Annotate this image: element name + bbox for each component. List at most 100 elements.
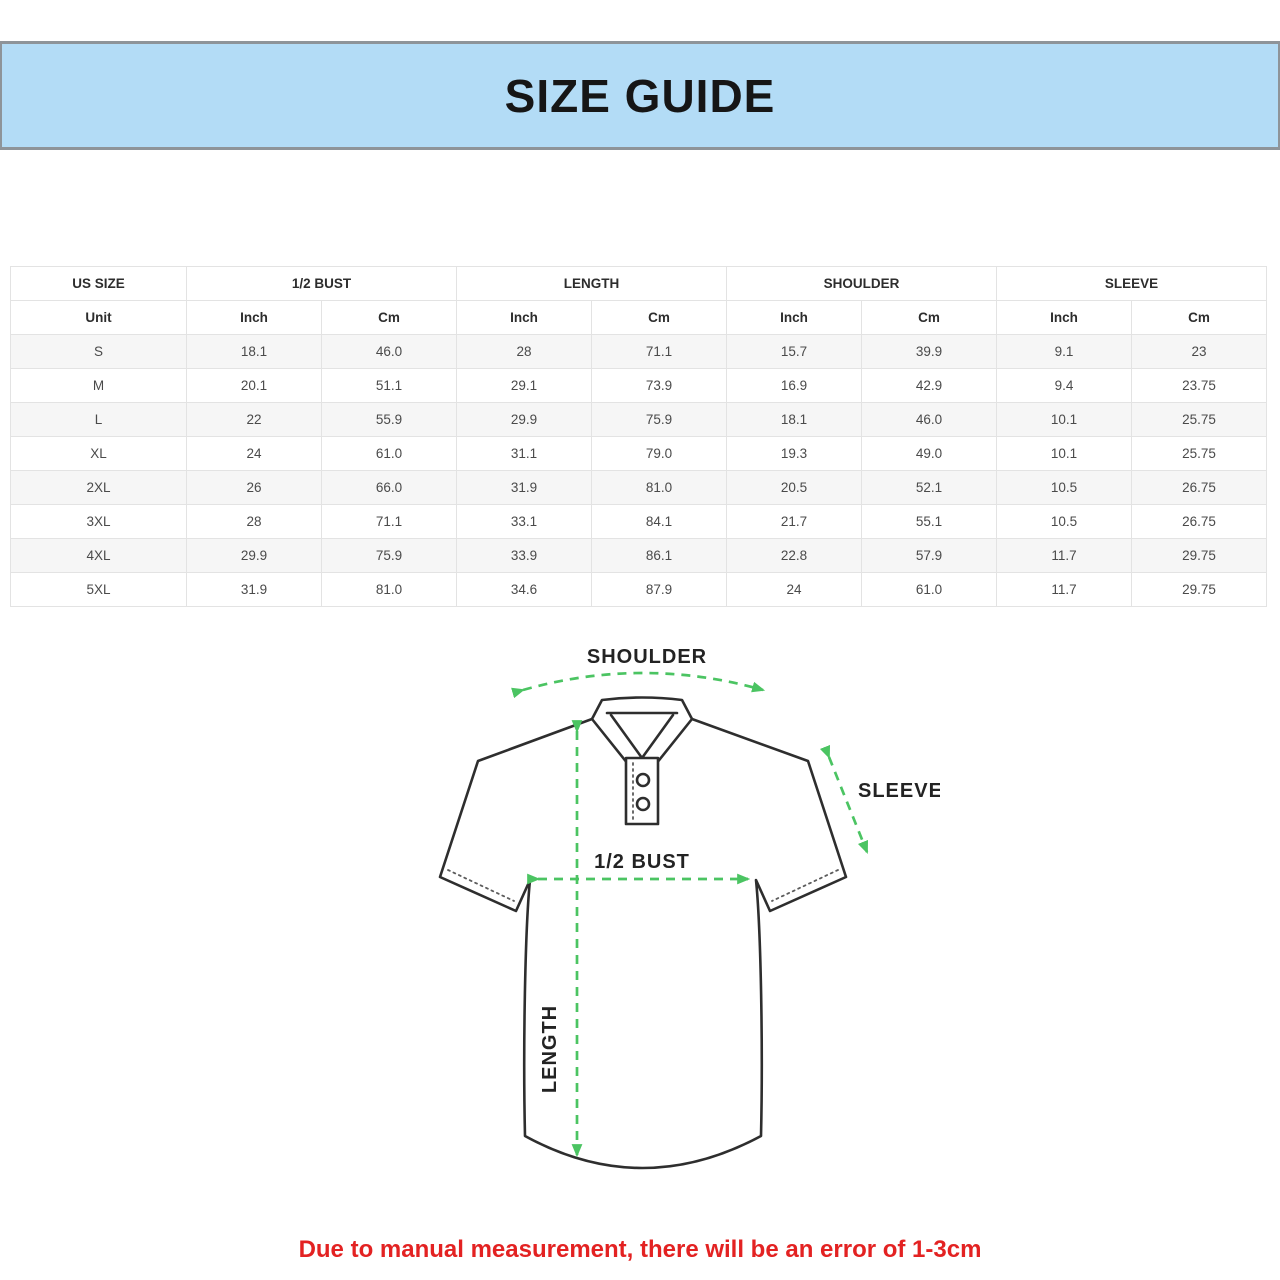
table-cell: 29.75 xyxy=(1131,572,1267,607)
table-cell: 23.75 xyxy=(1131,368,1267,403)
table-unit-header: Cm xyxy=(1131,300,1267,335)
table-cell: 46.0 xyxy=(861,402,997,437)
table-unit-header: Inch xyxy=(726,300,862,335)
table-cell: 34.6 xyxy=(456,572,592,607)
table-row: 2XL 26 66.0 31.9 81.0 20.5 52.1 10.5 26.75 xyxy=(10,470,1267,505)
length-label: LENGTH xyxy=(539,1005,561,1093)
table-cell: 61.0 xyxy=(321,436,457,471)
table-cell: 10.1 xyxy=(996,402,1132,437)
table-cell: 10.5 xyxy=(996,504,1132,539)
shirt-outline xyxy=(438,717,848,1170)
table-cell: 10.1 xyxy=(996,436,1132,471)
table-cell: L xyxy=(10,402,187,437)
table-cell: 11.7 xyxy=(996,572,1132,607)
table-cell: 20.5 xyxy=(726,470,862,505)
table-cell: 87.9 xyxy=(591,572,727,607)
table-cell: 22.8 xyxy=(726,538,862,573)
table-unit-header: Unit xyxy=(10,300,187,335)
table-group-header: SLEEVE xyxy=(996,266,1267,301)
table-cell: 33.1 xyxy=(456,504,592,539)
table-cell: 73.9 xyxy=(591,368,727,403)
table-cell: 29.9 xyxy=(456,402,592,437)
half-bust-label: 1/2 BUST xyxy=(594,851,690,873)
table-cell: 3XL xyxy=(10,504,187,539)
table-unit-header: Inch xyxy=(186,300,322,335)
table-cell: 21.7 xyxy=(726,504,862,539)
table-cell: 26 xyxy=(186,470,322,505)
size-table-head: US SIZE 1/2 BUST LENGTH SHOULDER SLEEVE Unit I… xyxy=(10,266,1267,335)
table-group-header: SHOULDER xyxy=(726,266,997,301)
sleeve-arrow xyxy=(819,744,869,855)
table-cell: 81.0 xyxy=(591,470,727,505)
table-cell: 29.75 xyxy=(1131,538,1267,573)
table-cell: 61.0 xyxy=(861,572,997,607)
table-cell: 42.9 xyxy=(861,368,997,403)
table-cell: 24 xyxy=(726,572,862,607)
table-cell: S xyxy=(10,334,187,369)
table-cell: 9.4 xyxy=(996,368,1132,403)
sleeve-label: SLEEVE xyxy=(858,780,940,802)
table-cell: 2XL xyxy=(10,470,187,505)
left-cuff-stitch xyxy=(447,869,515,902)
table-cell: M xyxy=(10,368,187,403)
table-cell: 75.9 xyxy=(591,402,727,437)
table-cell: 18.1 xyxy=(186,334,322,369)
table-cell: 52.1 xyxy=(861,470,997,505)
button-top xyxy=(635,772,651,788)
table-cell: 10.5 xyxy=(996,470,1132,505)
table-cell: 26.75 xyxy=(1131,470,1267,505)
shoulder-arrow xyxy=(511,671,766,699)
table-cell: 26.75 xyxy=(1131,504,1267,539)
polo-shirt-diagram: SHOULDER 1/2 BUST SLEEVE LENGTH xyxy=(420,630,940,1200)
table-cell: 23 xyxy=(1131,334,1267,369)
table-cell: 79.0 xyxy=(591,436,727,471)
table-group-header: 1/2 BUST xyxy=(186,266,457,301)
table-group-header: LENGTH xyxy=(456,266,727,301)
table-unit-header: Inch xyxy=(996,300,1132,335)
table-cell: 46.0 xyxy=(321,334,457,369)
table-cell: 31.1 xyxy=(456,436,592,471)
table-unit-header: Cm xyxy=(321,300,457,335)
table-row: 5XL 31.9 81.0 34.6 87.9 24 61.0 11.7 29.75 xyxy=(10,572,1267,607)
table-cell: 24 xyxy=(186,436,322,471)
table-cell: 19.3 xyxy=(726,436,862,471)
table-cell: 39.9 xyxy=(861,334,997,369)
table-row: S 18.1 46.0 28 71.1 15.7 39.9 9.1 23 xyxy=(10,334,1267,369)
table-row: L 22 55.9 29.9 75.9 18.1 46.0 10.1 25.75 xyxy=(10,402,1267,437)
table-cell: 28 xyxy=(456,334,592,369)
table-cell: 66.0 xyxy=(321,470,457,505)
table-cell: 5XL xyxy=(10,572,187,607)
table-cell: 81.0 xyxy=(321,572,457,607)
table-cell: 29.9 xyxy=(186,538,322,573)
table-cell: 75.9 xyxy=(321,538,457,573)
table-cell: 71.1 xyxy=(591,334,727,369)
table-cell: 25.75 xyxy=(1131,436,1267,471)
measurement-note: Due to manual measurement, there will be… xyxy=(298,1236,982,1263)
table-cell: 18.1 xyxy=(726,402,862,437)
table-cell: 9.1 xyxy=(996,334,1132,369)
page-title: SIZE GUIDE xyxy=(504,69,776,122)
size-table-body: S 18.1 46.0 28 71.1 15.7 39.9 9.1 23 M 20.1 51.1 29.… xyxy=(10,334,1267,607)
table-cell: 49.0 xyxy=(861,436,997,471)
size-guide-banner: SIZE GUIDE xyxy=(0,41,1280,150)
table-row: 4XL 29.9 75.9 33.9 86.1 22.8 57.9 11.7 29.75 xyxy=(10,538,1267,573)
shoulder-label: SHOULDER xyxy=(587,646,707,668)
table-cell: 86.1 xyxy=(591,538,727,573)
table-cell: 57.9 xyxy=(861,538,997,573)
collar-right-fold xyxy=(640,713,675,760)
table-cell: 16.9 xyxy=(726,368,862,403)
table-cell: 25.75 xyxy=(1131,402,1267,437)
collar-left-fold xyxy=(609,713,644,760)
right-cuff-stitch xyxy=(771,869,839,902)
table-cell: 4XL xyxy=(10,538,187,573)
table-unit-header: Cm xyxy=(861,300,997,335)
button-bottom xyxy=(635,796,651,812)
table-row: XL 24 61.0 31.1 79.0 19.3 49.0 10.1 25.75 xyxy=(10,436,1267,471)
table-cell: XL xyxy=(10,436,187,471)
table-cell: 55.9 xyxy=(321,402,457,437)
table-cell: 31.9 xyxy=(186,572,322,607)
table-row: M 20.1 51.1 29.1 73.9 16.9 42.9 9.4 23.75 xyxy=(10,368,1267,403)
size-table: US SIZE 1/2 BUST LENGTH SHOULDER SLEEVE Unit I… xyxy=(10,266,1267,607)
table-cell: 84.1 xyxy=(591,504,727,539)
table-cell: 71.1 xyxy=(321,504,457,539)
